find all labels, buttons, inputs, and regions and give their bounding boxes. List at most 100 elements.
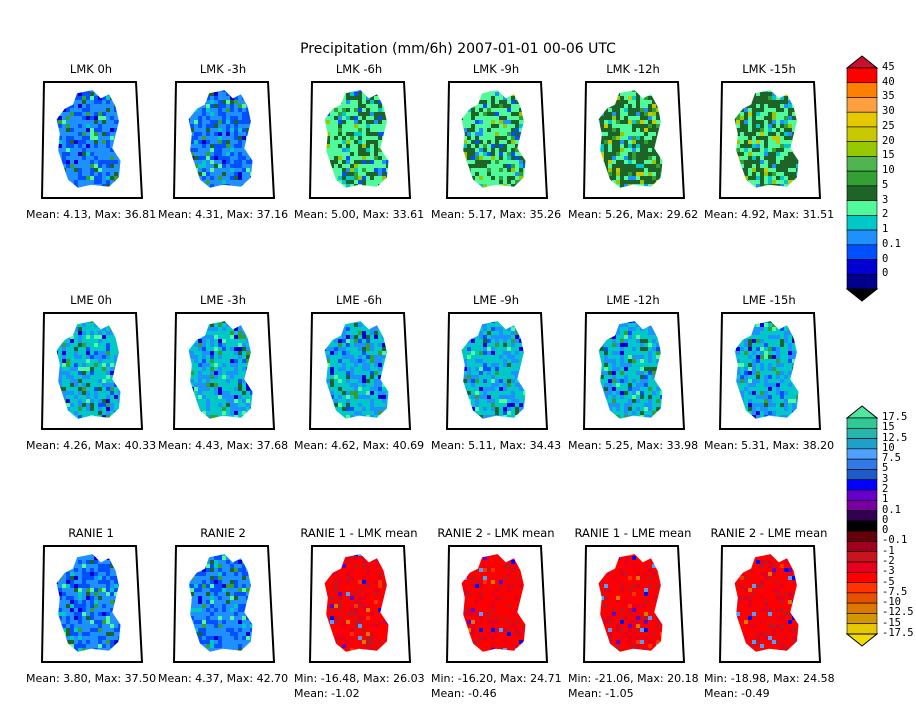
panel-stats: Mean: 4.37, Max: 42.70	[158, 672, 289, 685]
colorbar-swatch	[846, 97, 878, 113]
precip-map	[718, 312, 822, 430]
panel-title: LMK -9h	[472, 62, 520, 76]
colorbar-label: -15	[882, 616, 901, 629]
map-panel: LMK -3h Mean: 4.31, Max: 37.16	[158, 62, 288, 222]
panel-stats: Min: -21.06, Max: 20.18	[568, 672, 699, 685]
colorbar-swatch	[846, 156, 878, 172]
colorbar-label: 35	[882, 90, 895, 103]
colorbar-scale	[845, 55, 879, 302]
colorbar-label: -17.5	[882, 627, 914, 639]
colorbar-top-arrow	[845, 405, 879, 419]
colorbar-label: 0	[882, 513, 889, 526]
map-panel: LMK -15h Mean: 4.92, Max: 31.51	[704, 62, 834, 222]
colorbar-label: 7.5	[882, 452, 901, 465]
colorbar-label: 0	[882, 252, 889, 265]
precip-map	[40, 312, 144, 430]
precip-map	[172, 312, 276, 430]
panel-title: LME -6h	[335, 293, 382, 307]
colorbar-label: -1	[882, 544, 895, 557]
panel-stats: Min: -16.20, Max: 24.71	[431, 672, 562, 685]
map-panel: RANIE 1 - LMK mean Min: -16.48, Max: 26.0…	[294, 526, 425, 700]
colorbar-swatch	[846, 541, 878, 553]
map-panel: RANIE 1 Mean: 3.80, Max: 37.50	[26, 526, 156, 686]
panel-stats: Mean: -1.02	[294, 687, 360, 700]
precip-map	[582, 81, 686, 199]
precip-map	[445, 312, 549, 430]
colorbar-label: 3	[882, 193, 889, 206]
colorbar-swatch	[846, 551, 878, 563]
colorbar-swatch	[846, 561, 878, 573]
panel-title: LME -3h	[199, 293, 246, 307]
colorbar-swatch	[846, 520, 878, 532]
precip-map	[40, 81, 144, 199]
colorbar-swatch	[846, 111, 878, 128]
panel-stats: Mean: 4.43, Max: 37.68	[158, 439, 289, 452]
map-panel: LMK -12h Mean: 5.26, Max: 29.62	[568, 62, 698, 222]
colorbar-label: -7.5	[882, 585, 908, 598]
colorbar-label: 3	[882, 472, 889, 485]
colorbar-swatch	[846, 438, 878, 450]
colorbar-label: 15	[882, 421, 895, 434]
colorbar-label: -5	[882, 575, 895, 588]
map-panel: LME -3h Mean: 4.43, Max: 37.68	[158, 293, 288, 453]
colorbar-label: 20	[882, 134, 895, 147]
precip-map	[718, 545, 822, 663]
panel-title: LME 0h	[70, 293, 112, 307]
colorbar-swatch	[846, 417, 878, 429]
colorbar-label: 0.1	[882, 503, 901, 516]
colorbar-swatch	[846, 510, 878, 522]
colorbar-swatch	[846, 200, 878, 216]
precip-map	[308, 312, 412, 430]
panel-stats: Mean: 4.92, Max: 31.51	[704, 208, 835, 221]
panel-stats: Min: -16.48, Max: 26.03	[294, 672, 425, 685]
panel-stats: Mean: -0.46	[431, 687, 497, 700]
colorbar-label: 5	[882, 462, 889, 475]
colorbar-label: 0	[882, 524, 889, 537]
map-panel: LMK -6h Mean: 5.00, Max: 33.61	[294, 62, 424, 222]
precip-map	[445, 545, 549, 663]
map-panel: LME -15h Mean: 5.31, Max: 38.20	[704, 293, 834, 453]
colorbar-label: 0	[882, 267, 889, 280]
map-panel: RANIE 1 - LME mean Min: -21.06, Max: 20.1…	[568, 526, 699, 700]
panel-title: RANIE 1 - LME mean	[574, 526, 692, 540]
colorbar-label: 1	[882, 493, 889, 506]
colorbar-label: 40	[882, 75, 895, 88]
colorbar-label: -10	[882, 596, 901, 609]
panel-stats: Mean: 4.13, Max: 36.81	[26, 208, 157, 221]
map-panel: RANIE 2 - LMK mean Min: -16.20, Max: 24.7…	[431, 526, 562, 700]
colorbar-label: 15	[882, 149, 895, 162]
colorbar-top-arrow	[845, 55, 879, 69]
colorbar-swatch	[846, 82, 878, 98]
colorbar-label: 17.5	[882, 411, 908, 423]
panel-title: LME -15h	[742, 293, 796, 307]
precip-map	[445, 81, 549, 199]
colorbar-swatch	[846, 215, 878, 231]
panel-stats: Mean: 4.31, Max: 37.16	[158, 208, 289, 221]
colorbar-label: 5	[882, 178, 889, 191]
colorbar-bottom-arrow	[845, 288, 879, 302]
colorbar-swatch	[846, 489, 878, 501]
colorbar-swatch	[846, 229, 878, 246]
colorbar-swatch	[846, 458, 878, 470]
panel-title: LME -12h	[606, 293, 660, 307]
panel-title: RANIE 2 - LMK mean	[437, 526, 555, 540]
map-panel: LME -6h Mean: 4.62, Max: 40.69	[294, 293, 424, 453]
colorbar-swatch	[846, 571, 878, 583]
colorbar-label: 0.1	[882, 237, 901, 250]
colorbar-scale	[845, 405, 879, 647]
colorbar-label: 2	[882, 208, 889, 221]
panel-stats: Mean: 5.11, Max: 34.43	[431, 439, 562, 452]
precip-map	[172, 81, 276, 199]
colorbar-label: 2	[882, 483, 889, 495]
colorbar-label: 25	[882, 119, 895, 132]
panel-stats: Mean: 5.25, Max: 33.98	[568, 439, 699, 452]
panel-title: RANIE 2	[200, 526, 246, 540]
colorbar-swatch	[846, 613, 878, 625]
colorbar-swatch	[846, 479, 878, 491]
panel-title: RANIE 1 - LMK mean	[300, 526, 418, 540]
precip-map	[718, 81, 822, 199]
colorbar-swatch	[846, 244, 878, 260]
colorbar-swatch	[846, 602, 878, 614]
colorbar-swatch	[846, 427, 878, 439]
map-panel: LME -12h Mean: 5.25, Max: 33.98	[568, 293, 698, 453]
